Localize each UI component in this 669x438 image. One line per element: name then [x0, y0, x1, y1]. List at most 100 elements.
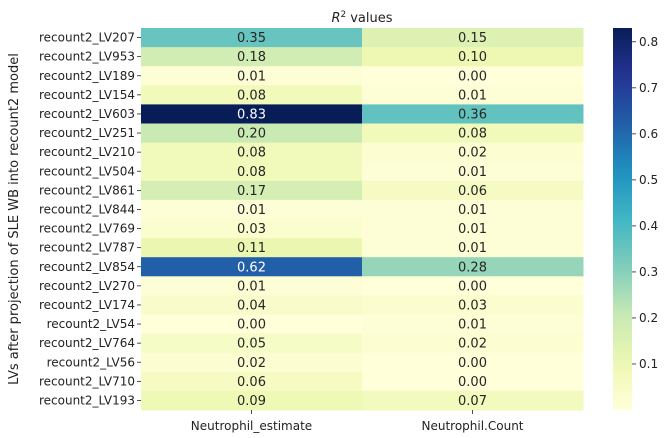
row-label: recount2_LV270 — [39, 279, 135, 293]
heatmap-cell — [362, 199, 584, 220]
column-label: Neutrophil.Count — [421, 419, 523, 433]
row-label: recount2_LV251 — [39, 126, 135, 140]
row-label: recount2_LV193 — [39, 393, 135, 407]
cell-value: 0.28 — [458, 260, 487, 275]
heatmap-cell — [141, 180, 363, 201]
colorbar-tick-label: 0.2 — [639, 311, 658, 325]
cell-value: 0.36 — [458, 107, 487, 122]
heatmap-cell — [141, 161, 363, 182]
row-label: recount2_LV787 — [39, 241, 135, 255]
heatmap-cell — [362, 219, 584, 239]
heatmap-cell — [362, 314, 584, 335]
heatmap-cell — [362, 161, 584, 182]
heatmap-cell — [362, 123, 584, 144]
cell-value: 0.09 — [237, 394, 266, 409]
row-label: recount2_LV154 — [39, 88, 135, 102]
row-label: recount2_LV504 — [39, 164, 135, 178]
cell-value: 0.01 — [458, 203, 487, 218]
heatmap-cell — [362, 276, 584, 296]
cell-value: 0.00 — [458, 375, 487, 390]
cell-value: 0.08 — [237, 146, 266, 161]
cell-value: 0.07 — [458, 394, 487, 409]
cell-value: 0.02 — [458, 337, 487, 352]
heatmap-cell — [362, 390, 584, 411]
title-text: values — [350, 11, 393, 26]
row-label: recount2_LV174 — [39, 298, 135, 312]
heatmap-cell — [141, 219, 363, 239]
colorbar-tick-label: 0.1 — [639, 357, 658, 371]
chart-title: R2 values — [331, 10, 392, 26]
heatmap-cell — [141, 123, 363, 144]
heatmap-cell — [362, 333, 584, 354]
heatmap-cell — [362, 352, 584, 373]
heatmap-cell — [362, 66, 584, 86]
heatmap-cells: 0.35 0.15 0.18 0.10 0.01 0.00 0.08 0.01 0.83 0.36… — [141, 28, 584, 411]
cell-value: 0.08 — [237, 165, 266, 180]
cell-value: 0.17 — [237, 184, 266, 199]
row-label: recount2_LV603 — [39, 107, 135, 121]
heatmap-cell — [362, 85, 584, 105]
cell-value: 0.01 — [458, 222, 487, 237]
title-math: R — [331, 11, 340, 26]
row-label: recount2_LV210 — [39, 145, 135, 159]
cell-value: 0.04 — [237, 298, 266, 313]
row-label: recount2_LV854 — [39, 260, 135, 274]
row-label: recount2_LV953 — [39, 50, 135, 64]
cell-value: 0.01 — [237, 69, 266, 84]
colorbar-tick-label: 0.7 — [639, 81, 658, 95]
row-label: recount2_LV56 — [47, 355, 135, 369]
cell-value: 0.00 — [458, 69, 487, 84]
cell-value: 0.02 — [237, 356, 266, 371]
heatmap-cell — [362, 257, 584, 277]
column-labels: Neutrophil_estimate Neutrophil.Count — [191, 410, 524, 433]
heatmap-cell — [362, 142, 584, 163]
cell-value: 0.00 — [458, 356, 487, 371]
heatmap-cell — [362, 371, 584, 392]
y-axis-label: LVs after projection of SLE WB into reco… — [7, 53, 22, 385]
heatmap-cell — [141, 47, 363, 67]
heatmap-cell — [362, 238, 584, 258]
cell-value: 0.06 — [458, 184, 487, 199]
colorbar-tick-label: 0.6 — [639, 127, 658, 141]
cell-value: 0.01 — [458, 241, 487, 256]
title-sup: 2 — [341, 10, 347, 20]
cell-value: 0.01 — [458, 318, 487, 333]
row-label: recount2_LV769 — [39, 222, 135, 236]
heatmap-cell — [141, 66, 363, 86]
heatmap-cell — [362, 295, 584, 315]
cell-value: 0.11 — [237, 241, 266, 256]
heatmap-cell — [141, 371, 363, 392]
colorbar: 0.1 0.2 0.3 0.4 0.5 0.6 0.7 0.8 — [613, 28, 658, 410]
cell-value: 0.05 — [237, 337, 266, 352]
heatmap-cell — [141, 238, 363, 258]
cell-value: 0.20 — [237, 127, 266, 142]
heatmap-cell — [362, 47, 584, 67]
cell-value: 0.35 — [237, 31, 266, 46]
heatmap-cell — [141, 85, 363, 105]
cell-value: 0.06 — [237, 375, 266, 390]
cell-value: 0.01 — [237, 203, 266, 218]
cell-value: 0.08 — [458, 127, 487, 142]
heatmap-cell — [141, 257, 363, 277]
heatmap-cell — [141, 333, 363, 354]
row-label: recount2_LV844 — [39, 202, 135, 216]
row-label: recount2_LV710 — [39, 374, 135, 388]
heatmap-cell — [141, 390, 363, 411]
cell-value: 0.62 — [237, 260, 266, 275]
cell-value: 0.00 — [458, 279, 487, 294]
cell-value: 0.10 — [458, 50, 487, 65]
colorbar-tick-label: 0.8 — [639, 35, 658, 49]
cell-value: 0.83 — [237, 107, 266, 122]
heatmap-cell — [141, 199, 363, 220]
row-labels: recount2_LV207 recount2_LV953 recount2_LV1… — [39, 31, 141, 407]
cell-value: 0.01 — [237, 279, 266, 294]
heatmap-cell — [141, 352, 363, 373]
colorbar-tick-label: 0.4 — [639, 219, 658, 233]
heatmap-cell — [141, 104, 363, 124]
cell-value: 0.01 — [458, 165, 487, 180]
row-label: recount2_LV207 — [39, 31, 135, 45]
cell-value: 0.03 — [458, 298, 487, 313]
heatmap-cell — [141, 142, 363, 163]
heatmap-cell — [362, 28, 584, 48]
